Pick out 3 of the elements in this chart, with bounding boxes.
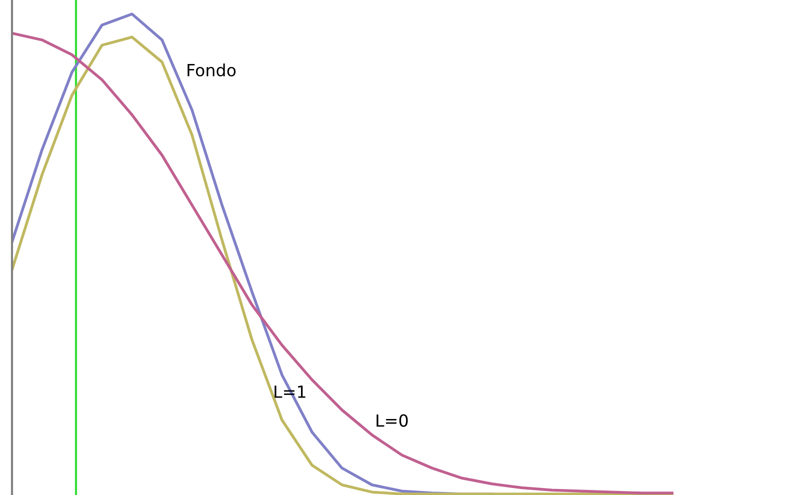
series-label: Fondo: [188, 64, 236, 76]
series-label: L=1: [274, 386, 306, 398]
series-label: L=0: [376, 414, 408, 427]
